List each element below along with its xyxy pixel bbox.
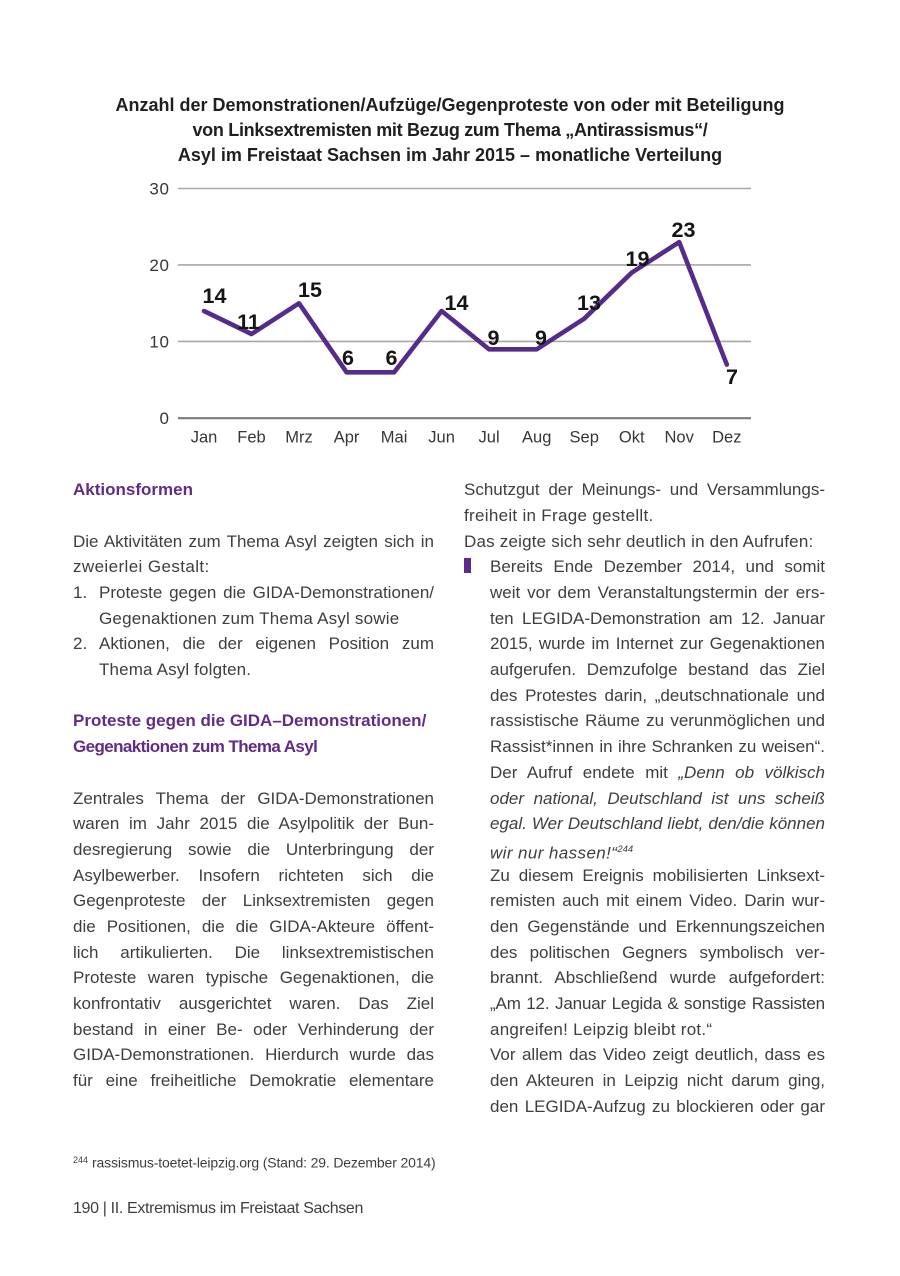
svg-text:Jun: Jun <box>428 429 455 447</box>
svg-text:Dez: Dez <box>712 429 741 447</box>
svg-text:Apr: Apr <box>334 429 360 447</box>
svg-text:13: 13 <box>577 291 601 315</box>
svg-text:19: 19 <box>626 247 650 271</box>
svg-text:6: 6 <box>386 346 398 370</box>
svg-text:23: 23 <box>672 218 696 242</box>
svg-text:14: 14 <box>445 291 469 315</box>
svg-text:14: 14 <box>203 284 227 308</box>
svg-text:Nov: Nov <box>665 429 695 447</box>
svg-text:Jul: Jul <box>479 429 500 447</box>
svg-text:Mai: Mai <box>381 429 408 447</box>
svg-text:15: 15 <box>298 278 322 302</box>
svg-text:Jan: Jan <box>191 429 218 447</box>
svg-text:9: 9 <box>535 326 547 350</box>
svg-text:Sep: Sep <box>570 429 599 447</box>
svg-text:30: 30 <box>149 180 169 199</box>
svg-text:6: 6 <box>342 346 354 370</box>
svg-text:9: 9 <box>488 326 500 350</box>
svg-text:10: 10 <box>149 333 169 352</box>
svg-text:11: 11 <box>237 310 260 334</box>
svg-text:Okt: Okt <box>619 429 645 447</box>
svg-text:7: 7 <box>726 365 738 389</box>
svg-text:Mrz: Mrz <box>285 429 313 447</box>
svg-text:0: 0 <box>159 409 169 428</box>
svg-text:Aug: Aug <box>522 429 551 447</box>
svg-text:20: 20 <box>149 256 169 275</box>
svg-text:Feb: Feb <box>237 429 265 447</box>
